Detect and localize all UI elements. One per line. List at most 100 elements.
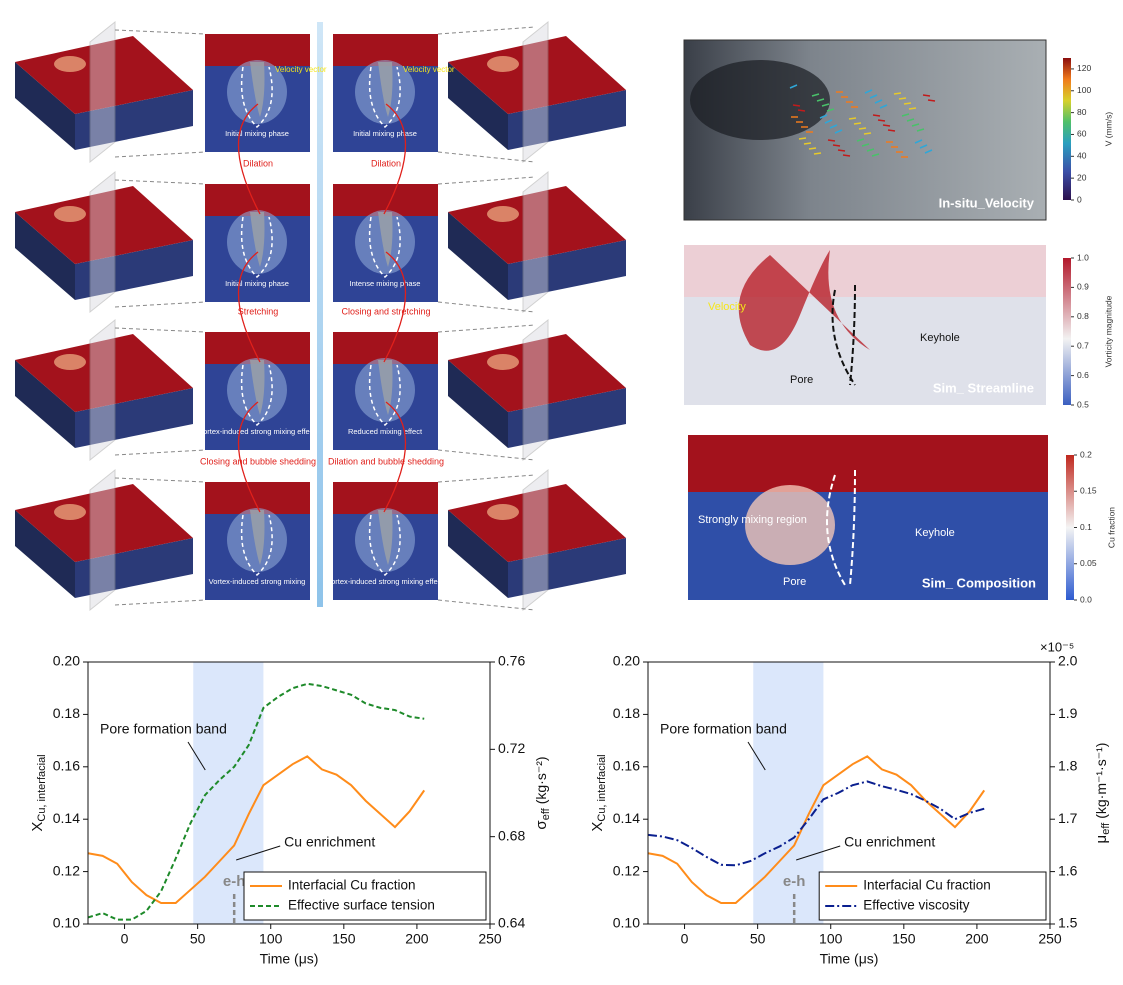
velocity-arrow [872,114,881,117]
panel-caption: In-situ_Velocity [939,195,1035,210]
velocity-arrow [914,139,923,144]
panel-annotation: Pore [790,374,813,386]
band-arrow [747,741,766,771]
colorbar-tick-label: 0.5 [1077,399,1089,409]
plot-frame [87,661,491,925]
velocity-arrow [808,147,817,150]
velocity-arrow [837,149,846,152]
time-axis-bar [317,22,323,607]
annotation: Cu enrichment [284,834,375,850]
mixing-boundary [368,216,401,279]
block-side [75,538,193,598]
velocity-arrow [908,107,917,110]
colorbar [1063,258,1071,405]
y-label-sub: Cu, interfacial [596,754,608,821]
pore-band [753,662,824,924]
block-side [508,240,626,300]
connector [437,474,536,483]
block-top [15,484,193,562]
connector [114,29,206,35]
mixing-boundary [240,216,273,279]
colorbar-tick-label: 100 [1077,85,1091,95]
phase-label: Initial mixing phase [225,279,289,288]
y2-tick-label: 1.6 [1058,862,1078,878]
velocity-arrow [924,149,933,154]
flow-arrow [383,251,407,363]
block-side [75,388,193,448]
y-label-symbol: X [589,822,606,832]
phase-label: Initial mixing phase [225,129,289,138]
flow-arrow [237,103,261,215]
block-top [448,334,626,412]
velocity-arrow [927,99,936,102]
keyhole [378,510,393,565]
connector [114,301,206,308]
velocity-arrow [813,152,822,155]
block-top [15,334,193,412]
panel-caption: Sim_ Composition [922,575,1036,590]
velocity-arrow [832,144,841,147]
series-line [87,755,426,905]
velocity-arrow [821,103,830,107]
series-line [87,682,425,921]
x-tick-label: 50 [190,931,206,947]
velocity-arrow [811,93,820,97]
legend-label: Effective surface tension [288,898,435,913]
x-axis-label: Time (μs) [820,951,879,967]
plot-frame [647,661,1051,925]
stage-label: Closing and bubble shedding [200,456,316,466]
legend-label: Effective viscosity [863,898,970,913]
connector [437,324,536,333]
slice-plane [89,170,116,314]
block-top [448,36,626,114]
velocity-arrow [848,117,857,120]
keyhole [250,212,265,267]
y-tick-label: 0.18 [53,705,80,721]
connector [437,301,536,313]
legend-label: Interfacial Cu fraction [288,878,416,893]
flow-arrow [237,251,261,363]
velocity-arrow [842,154,851,157]
keyhole [378,62,393,117]
velocity-arrow [893,92,902,95]
velocity-arrow [858,127,867,130]
velocity-arrow [819,114,828,119]
colorbar-tick-label: 0.0 [1080,594,1092,604]
y2-axis-label: μeff (kg·m⁻¹·s⁻¹) [1093,743,1112,844]
block-side [75,240,193,300]
block-front [448,510,508,598]
dark-region [690,60,830,140]
connector [114,449,206,456]
x-tick-label: 200 [965,931,989,947]
velocity-arrow [803,142,812,145]
slice-plane [89,468,116,612]
velocity-arrow [911,123,920,127]
x-tick-label: 50 [750,931,766,947]
y2-tick-label: 1.7 [1058,810,1078,826]
colorbar-tick-label: 120 [1077,63,1091,73]
panel-annotation: Pore [783,576,806,588]
block-front [448,62,508,150]
block-front [448,212,508,300]
mixing-boundary [368,514,401,577]
y2-label-sub: eff [1100,822,1112,835]
connector [437,176,536,185]
colorbar-tick-label: 20 [1077,172,1087,182]
velocity-arrow [906,118,915,122]
stage-label: Dilation [243,158,273,168]
marker-label: e-h [223,873,246,890]
mixing-boundary [368,364,401,427]
colorbar-label: Vorticity magnitude [1103,295,1113,367]
melt-track [54,206,86,222]
y-tick-label: 0.14 [613,810,640,826]
slice-plane [522,20,549,164]
velocity-arrow [789,84,798,89]
slice-plane [522,468,549,612]
keyhole [378,212,393,267]
colorbar-tick-label: 0.15 [1080,486,1097,496]
block-front [15,62,75,150]
block-side [508,90,626,150]
y2-tick-label: 0.76 [498,653,525,669]
y-tick-label: 0.18 [613,705,640,721]
legend-label: Interfacial Cu fraction [863,878,991,893]
